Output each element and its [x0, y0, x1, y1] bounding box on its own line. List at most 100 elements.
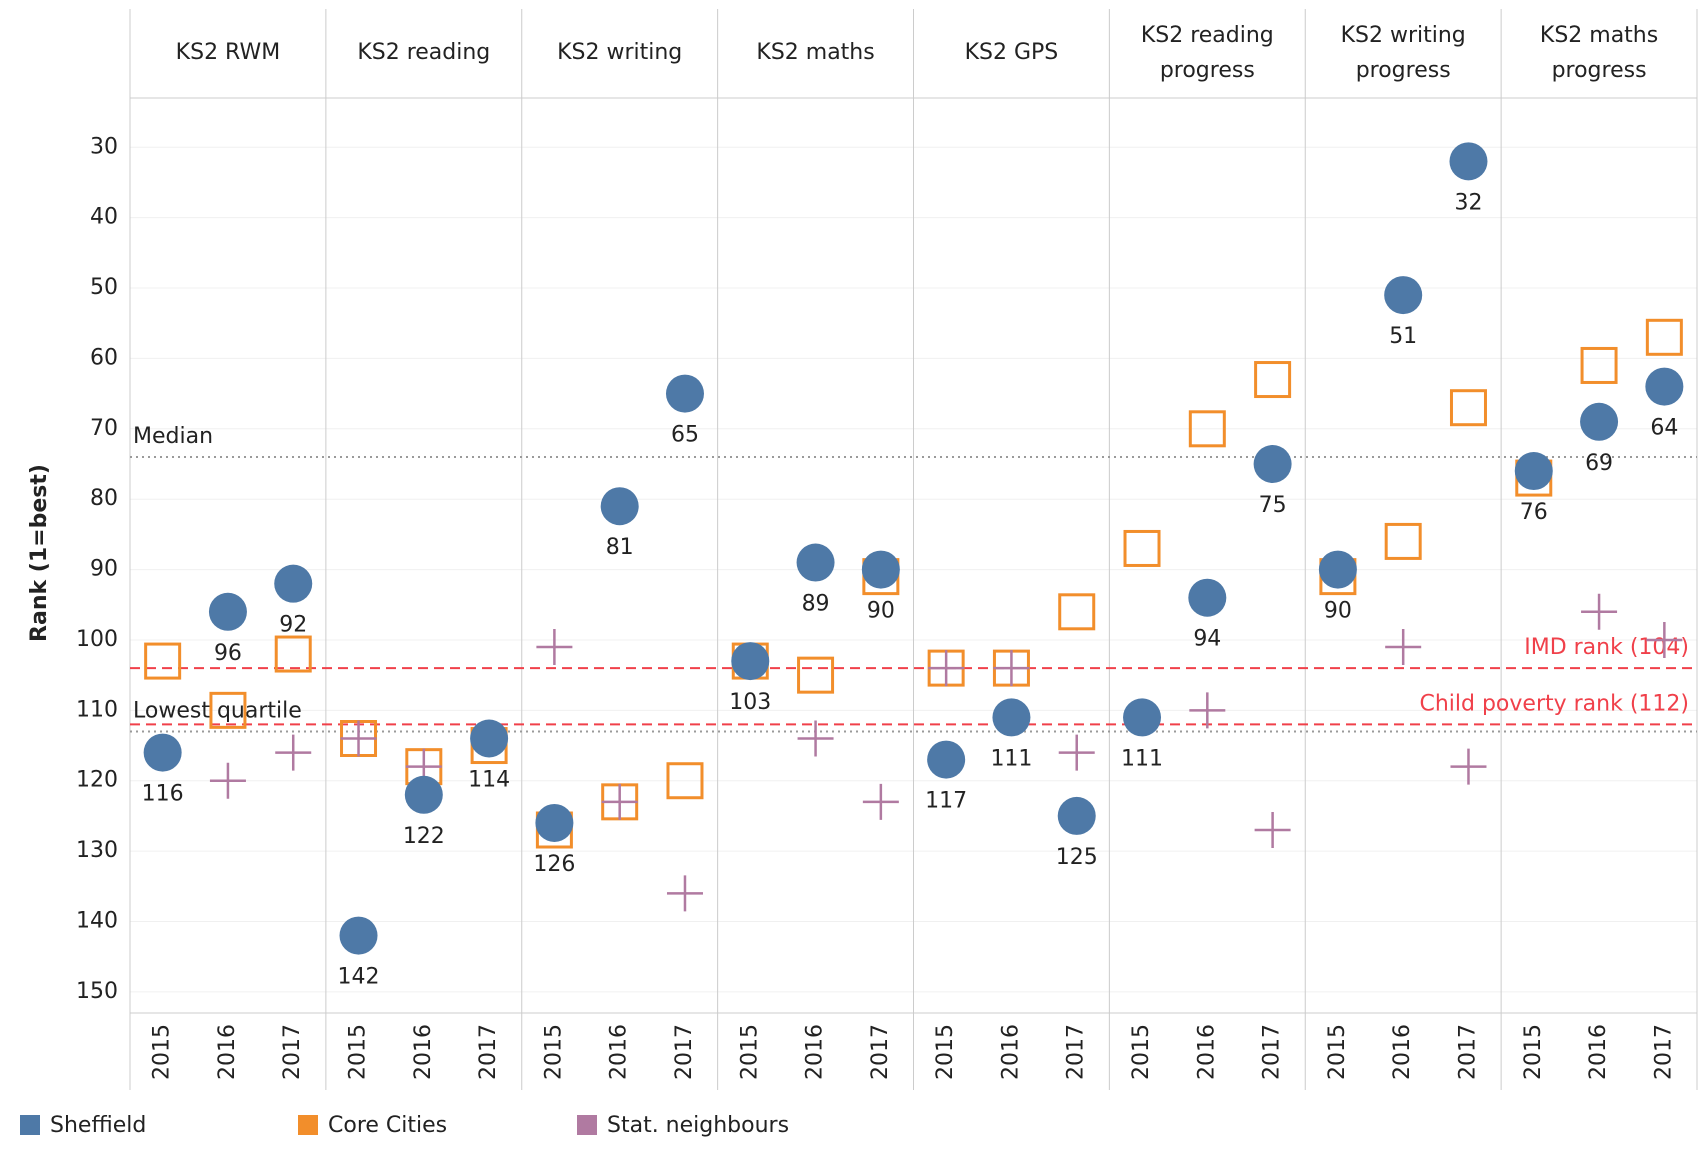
x-tick-label: 2016: [1194, 1024, 1219, 1080]
stat-neighbours-marker: [797, 720, 834, 757]
sheffield-marker: [861, 550, 900, 589]
stat-neighbours-marker: [1581, 593, 1618, 630]
data-label: 125: [1056, 845, 1098, 870]
sheffield-marker: [1514, 452, 1553, 491]
core-cities-marker: [1449, 389, 1487, 427]
y-tick-label: 90: [90, 557, 118, 582]
x-tick-label: 2016: [998, 1024, 1023, 1080]
sheffield-marker: [1188, 578, 1227, 617]
x-tick-label: 2016: [1390, 1024, 1415, 1080]
sheffield-marker: [731, 642, 770, 681]
legend-label: Sheffield: [50, 1113, 146, 1138]
stat-neighbours-marker: [1189, 692, 1226, 729]
core-cities-marker: [274, 635, 312, 673]
data-label: 103: [729, 690, 771, 715]
x-tick-label: 2015: [933, 1024, 958, 1080]
data-label: 69: [1585, 451, 1613, 476]
data-label: 94: [1193, 627, 1221, 652]
stat-neighbours-marker: [666, 875, 703, 912]
legend-swatch: [298, 1115, 318, 1135]
sheffield-marker: [796, 543, 835, 582]
data-label: 117: [925, 789, 967, 814]
sheffield-marker: [143, 733, 182, 772]
panel-title: KS2 RWM: [175, 40, 281, 66]
data-label: 114: [468, 768, 510, 793]
y-tick-label: 120: [76, 768, 118, 793]
x-tick-label: 2017: [1260, 1024, 1285, 1080]
data-label: 89: [802, 592, 830, 617]
sheffield-marker: [665, 374, 704, 413]
stat-neighbours-marker: [536, 629, 573, 665]
stat-neighbours-marker: [928, 650, 965, 687]
sheffield-marker: [404, 775, 443, 814]
x-tick-label: 2017: [1651, 1024, 1676, 1080]
sheffield-marker: [927, 740, 966, 779]
data-label: 81: [606, 535, 634, 560]
stat-neighbours-marker: [1385, 629, 1422, 665]
x-tick-label: 2015: [150, 1024, 175, 1080]
y-tick-label: 70: [90, 416, 118, 441]
core-cities-marker: [1645, 318, 1683, 356]
sheffield-marker: [470, 719, 509, 758]
sheffield-marker: [1580, 402, 1619, 441]
sheffield-marker: [1645, 367, 1684, 406]
data-label: 64: [1650, 416, 1678, 441]
x-tick-label: 2015: [1521, 1024, 1546, 1080]
sheffield-marker: [600, 487, 639, 526]
x-tick-label: 2015: [1129, 1024, 1154, 1080]
core-cities-marker: [1058, 593, 1096, 631]
core-cities-marker: [1384, 522, 1422, 560]
x-tick-label: 2015: [346, 1024, 371, 1080]
core-cities-marker: [1580, 346, 1618, 384]
core-cities-marker: [666, 762, 704, 800]
stat-neighbours-marker: [862, 783, 899, 820]
legend-label: Stat. neighbours: [607, 1113, 789, 1138]
reference-label: Median: [133, 424, 213, 449]
core-cities-marker: [797, 656, 835, 694]
core-cities-marker: [1188, 410, 1226, 448]
reference-label: Lowest quartile: [133, 698, 302, 723]
core-cities-marker: [209, 691, 247, 729]
stat-neighbours-marker: [340, 720, 377, 757]
sheffield-marker: [1384, 276, 1423, 315]
x-tick-label: 2015: [737, 1024, 762, 1080]
stat-neighbours-marker: [209, 762, 246, 799]
x-tick-label: 2017: [1064, 1024, 1089, 1080]
y-tick-label: 100: [76, 627, 118, 652]
sheffield-marker: [339, 916, 378, 955]
sheffield-marker: [1123, 698, 1162, 737]
core-cities-marker: [1123, 529, 1161, 567]
x-tick-label: 2017: [280, 1024, 305, 1080]
y-tick-label: 130: [76, 838, 118, 863]
panel-title: KS2 GPS: [964, 40, 1059, 66]
stat-neighbours-marker: [993, 650, 1030, 687]
stat-neighbours-marker: [1058, 734, 1095, 771]
x-tick-label: 2016: [1586, 1024, 1611, 1080]
reference-label: Child poverty rank (112): [1419, 691, 1689, 716]
legend-swatch: [577, 1115, 597, 1135]
x-tick-label: 2017: [476, 1024, 501, 1080]
data-label: 75: [1259, 493, 1287, 518]
core-cities-marker: [1254, 361, 1292, 399]
y-tick-label: 40: [90, 205, 118, 230]
stat-neighbours-marker: [1646, 621, 1683, 658]
y-axis-title: Rank (1=best): [27, 464, 52, 642]
panel-title: KS2 writing: [557, 40, 683, 66]
data-label: 90: [1324, 599, 1352, 624]
data-label: 90: [867, 599, 895, 624]
data-label: 92: [279, 613, 307, 638]
data-label: 96: [214, 641, 242, 666]
panel-title: KS2 reading progress: [1140, 23, 1274, 83]
data-label: 142: [338, 965, 380, 990]
y-tick-label: 150: [76, 979, 118, 1004]
data-label: 126: [533, 852, 575, 877]
data-label: 76: [1520, 500, 1548, 525]
x-tick-label: 2016: [215, 1024, 240, 1080]
core-cities-marker: [144, 642, 182, 680]
panel-title: KS2 writing progress: [1340, 23, 1466, 83]
data-label: 65: [671, 423, 699, 448]
y-tick-label: 110: [76, 697, 118, 722]
y-tick-label: 80: [90, 486, 118, 511]
data-label: 111: [990, 746, 1032, 771]
